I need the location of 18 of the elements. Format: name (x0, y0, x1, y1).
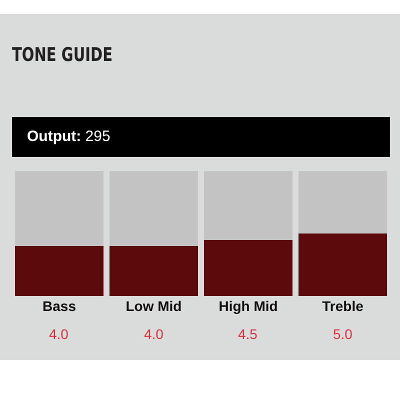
bar (109, 246, 198, 296)
bar (298, 171, 388, 234)
data-label: 4.0 (144, 326, 164, 342)
data-label: 4.5 (238, 326, 258, 342)
bar (109, 171, 198, 246)
bar (204, 171, 293, 240)
x-tick-label: Treble (322, 298, 364, 314)
x-tick-label: Bass (42, 298, 76, 314)
chart-title: TONE GUIDE (12, 44, 113, 66)
text: Output: 295 (12, 117, 390, 157)
x-tick-label: Low Mid (126, 298, 182, 314)
data-label: 4.0 (49, 326, 69, 342)
data-label: 5.0 (333, 326, 353, 342)
x-tick-label: High Mid (218, 298, 278, 314)
bar (204, 240, 293, 296)
bar (14, 171, 104, 246)
bar (14, 246, 104, 296)
bar (298, 234, 388, 296)
